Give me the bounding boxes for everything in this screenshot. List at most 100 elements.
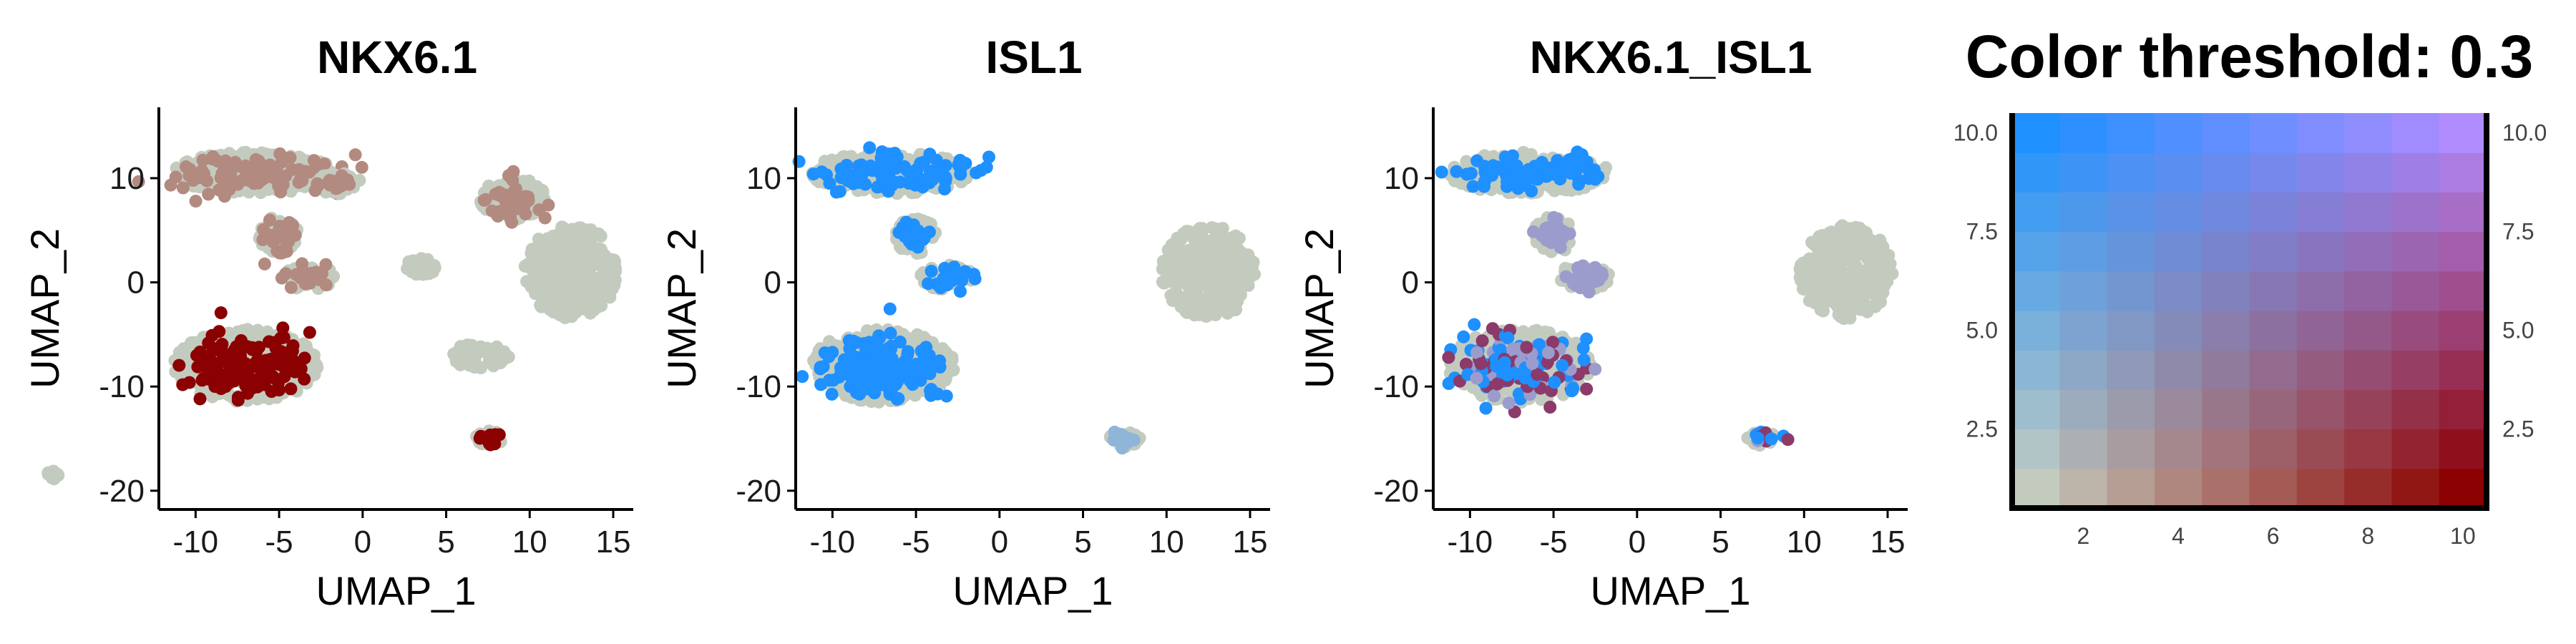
cell-point [823, 374, 836, 387]
cell-point [1500, 365, 1513, 379]
cell-point [195, 374, 209, 387]
cell-point [1231, 249, 1244, 262]
cell-point [924, 384, 937, 397]
heatmap-cell [2344, 468, 2392, 509]
heatmap-cell [2059, 429, 2108, 469]
x-tick-label: -5 [1540, 525, 1568, 560]
cell-point [286, 163, 299, 176]
cell-point [589, 272, 602, 286]
cell-point [560, 231, 574, 245]
heatmap-cell [2202, 311, 2250, 351]
cell-point [922, 348, 936, 362]
cell-point [1812, 282, 1825, 296]
cell-point [414, 252, 428, 265]
cell-point [214, 306, 228, 320]
panel-nkx6-1: NKX6.1 -10 -5 0 5 10 15 -20 -10 0 10 UMAP_1 UMAP_2 [22, 31, 633, 613]
cell-point [932, 356, 945, 370]
cell-point [1541, 346, 1555, 359]
heatmap-cell [2012, 113, 2060, 153]
cell-point [1543, 401, 1557, 414]
cell-point [169, 170, 182, 184]
cell-point [488, 437, 502, 451]
cell-point [261, 182, 275, 196]
panel-title: ISL1 [985, 31, 1082, 83]
heatmap-cell [2391, 192, 2440, 233]
heatmap-cell [2202, 389, 2250, 430]
heatmap-cell [2249, 311, 2298, 351]
y-tick-label: -20 [736, 474, 781, 509]
cell-point [893, 335, 907, 348]
cell-point [449, 355, 463, 368]
panel-nkx6-1-isl1: NKX6.1_ISL1 -10 -5 0 5 10 15 -20 -10 0 10 UMAP_1 UMA… [1297, 31, 1908, 613]
cell-point [1127, 433, 1141, 447]
legend-y-tick-label-left: 2.5 [1966, 416, 1998, 442]
cell-point [298, 351, 311, 365]
cell-point [1214, 300, 1227, 313]
cell-point [1501, 331, 1515, 345]
heatmap-cell [2107, 389, 2155, 430]
x-tick-label: 10 [512, 525, 547, 560]
cell-point [836, 363, 850, 376]
cell-point [537, 263, 550, 277]
cell-point [555, 220, 569, 234]
heatmap-cell [2012, 231, 2060, 272]
cell-point [1859, 227, 1873, 240]
cell-point [907, 332, 921, 346]
cell-point [182, 376, 196, 389]
cell-point [924, 265, 938, 278]
x-tick-label: 0 [991, 525, 1008, 560]
y-tick-label: 0 [1402, 265, 1419, 301]
cell-point [974, 164, 987, 177]
cell-point [309, 265, 323, 279]
cell-point [535, 300, 548, 313]
y-tick-label: -10 [736, 369, 781, 404]
legend-x-tick-label: 6 [2267, 523, 2280, 549]
cell-point [1547, 210, 1561, 224]
cell-point [286, 360, 299, 374]
cell-point [502, 201, 516, 215]
heatmap-cell [2202, 468, 2250, 509]
cell-point [865, 164, 879, 177]
cell-point [1526, 356, 1539, 370]
cell-point [1847, 223, 1860, 236]
cell-point [1498, 150, 1512, 164]
y-axis-label: UMAP_2 [1297, 228, 1342, 389]
cell-point [206, 150, 220, 163]
cell-point [214, 381, 228, 394]
y-tick-label: -20 [1373, 474, 1419, 509]
x-tick-label: -10 [810, 525, 856, 560]
cell-point [348, 148, 362, 162]
cell-point [559, 258, 572, 271]
heatmap-cell [2012, 429, 2060, 469]
heatmap-cell [2012, 389, 2060, 430]
cell-point [914, 356, 927, 370]
cell-point [258, 257, 271, 270]
cell-point [1245, 268, 1259, 281]
cell-point [489, 428, 502, 441]
heatmap-cell [2296, 350, 2345, 390]
cell-point [1227, 260, 1241, 273]
cell-point [223, 360, 237, 374]
heatmap-cell [2344, 389, 2392, 430]
cell-point [1219, 268, 1233, 281]
cell-point [491, 210, 504, 223]
cell-point [223, 182, 236, 196]
cell-point [939, 175, 952, 188]
cell-point [1157, 255, 1170, 269]
cell-point [1559, 270, 1573, 283]
cell-point [1172, 240, 1185, 253]
cell-point [530, 278, 543, 291]
cell-point [1843, 303, 1856, 316]
cell-point [1810, 240, 1824, 254]
cell-point [923, 176, 937, 190]
cell-point [241, 173, 255, 187]
cell-point [587, 303, 600, 317]
x-tick-label: 5 [1074, 525, 1091, 560]
cell-point [202, 187, 215, 201]
cell-point [523, 261, 537, 275]
cell-point [1181, 268, 1194, 281]
cell-point [840, 165, 853, 179]
cell-point [1488, 389, 1501, 403]
cell-point [883, 147, 897, 161]
cell-point [46, 470, 59, 484]
